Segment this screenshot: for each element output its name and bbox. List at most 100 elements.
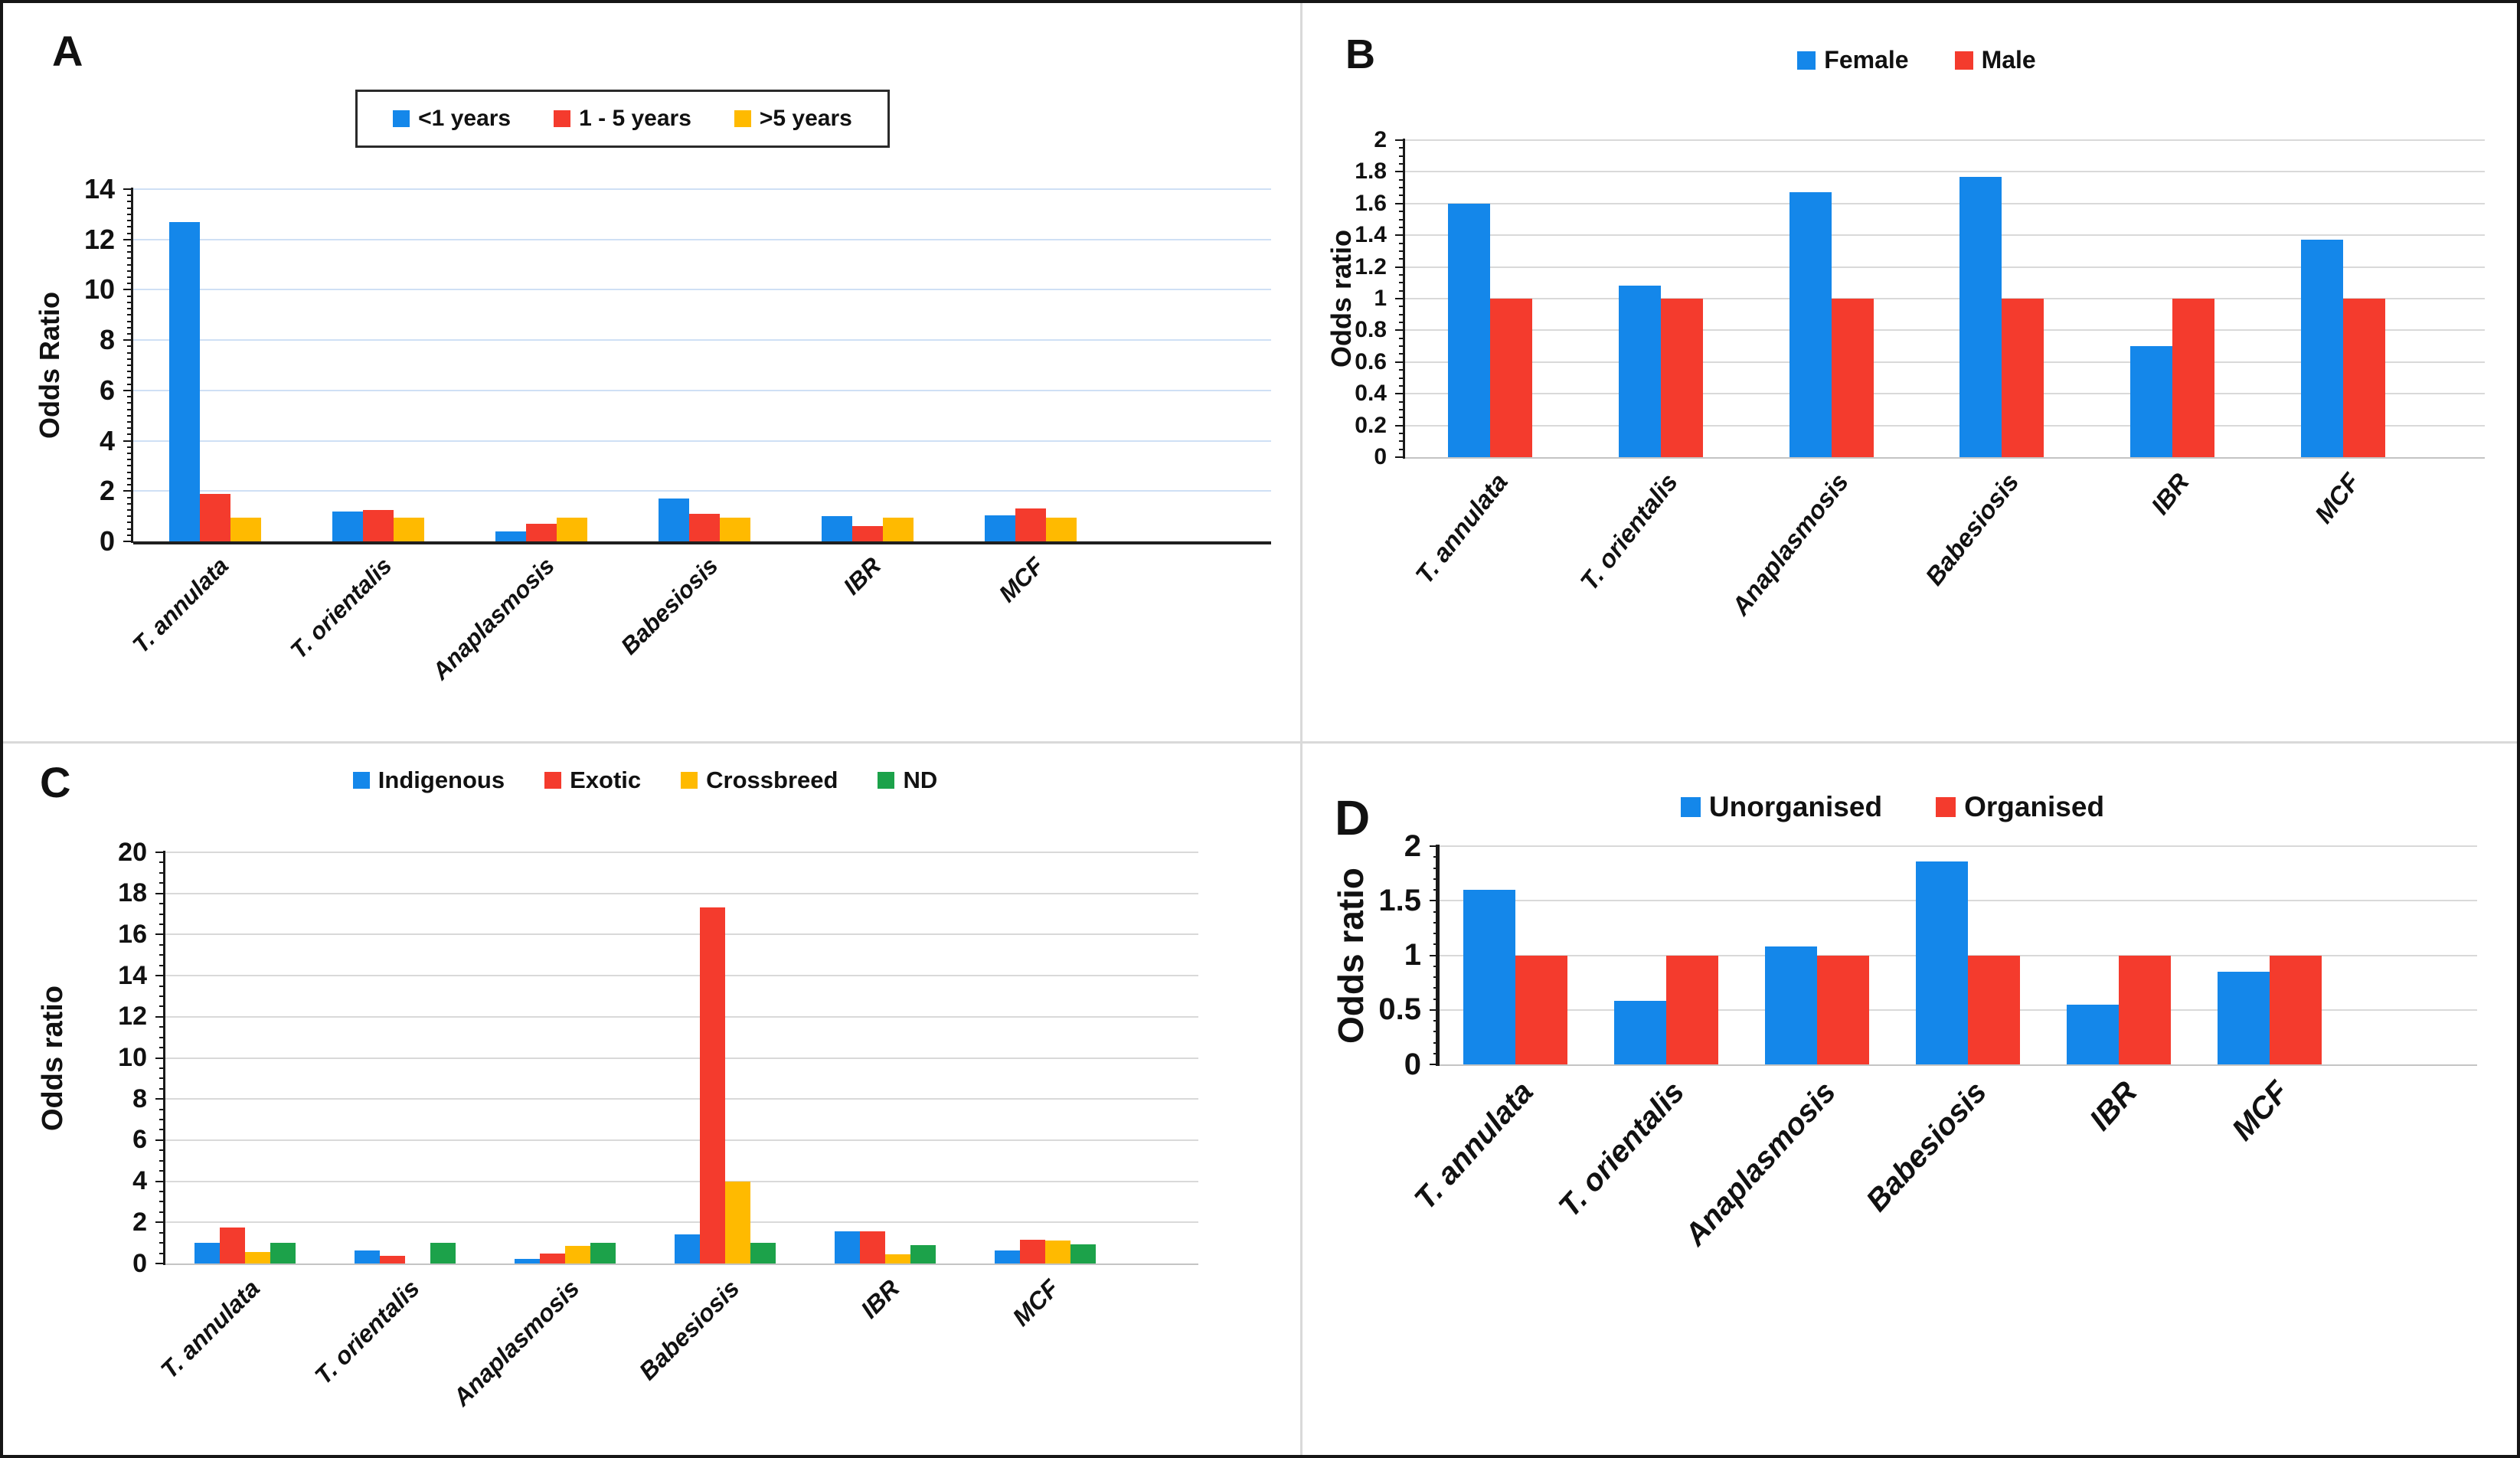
y-minor-tick	[1399, 155, 1405, 157]
y-minor-tick	[127, 232, 133, 234]
gridline	[165, 892, 1198, 894]
gridline	[165, 1139, 1198, 1141]
x-category-label: T. orientalis	[1574, 468, 1684, 596]
y-major-tick	[123, 541, 133, 542]
y-axis-line	[1436, 845, 1440, 1066]
y-minor-tick	[127, 301, 133, 303]
y-minor-tick	[127, 459, 133, 461]
y-major-tick	[1430, 845, 1440, 847]
gridline	[165, 1180, 1198, 1182]
bar-<1-years	[658, 499, 689, 541]
legend-label: ND	[903, 767, 938, 793]
y-major-tick	[155, 1221, 165, 1224]
gridline	[1405, 171, 2485, 173]
y-tick-label: 4	[99, 424, 115, 456]
bar-organised	[2270, 955, 2322, 1064]
y-minor-tick	[127, 377, 133, 379]
y-tick-label: 4	[132, 1166, 147, 1196]
y-minor-tick	[159, 1242, 165, 1244]
y-minor-tick	[1399, 147, 1405, 149]
legend-item: <1 years	[393, 106, 511, 132]
y-minor-tick	[1399, 273, 1405, 276]
legend-label: >5 years	[759, 106, 852, 131]
y-minor-tick	[1399, 337, 1405, 339]
y-tick-label: 6	[132, 1125, 147, 1155]
x-axis-line	[1405, 457, 2485, 459]
legend-swatch-icon	[544, 772, 562, 789]
legend: Unorganised Organised	[1440, 791, 2345, 823]
panel-label: D	[1335, 790, 1371, 845]
y-tick-label: 2	[1374, 127, 1387, 152]
y-major-tick	[1395, 139, 1405, 141]
y-minor-tick	[1399, 195, 1405, 197]
y-major-tick	[123, 490, 133, 492]
y-tick-label: 14	[83, 173, 115, 204]
x-category-label: T. orientalis	[1552, 1075, 1691, 1224]
y-minor-tick	[127, 433, 133, 436]
y-tick-label: 1	[1404, 938, 1421, 972]
y-tick-label: 10	[83, 273, 115, 306]
bar-male	[2172, 299, 2214, 457]
y-tick-label: 0.2	[1355, 412, 1387, 438]
y-minor-tick	[127, 295, 133, 297]
y-minor-tick	[1399, 313, 1405, 315]
x-category-label: Anaplasmosis	[1725, 468, 1854, 621]
y-minor-tick	[159, 1170, 165, 1172]
panel-divider-horizontal	[3, 741, 2517, 744]
legend-item: 1 - 5 years	[554, 106, 691, 132]
x-category-label: T. orientalis	[285, 552, 397, 665]
x-category-label: T. annulata	[127, 552, 234, 659]
y-minor-tick	[159, 1149, 165, 1152]
legend-items: Unorganised Organised	[1680, 791, 2104, 823]
y-minor-tick	[159, 1108, 165, 1110]
bar-crossbreed	[1044, 1241, 1070, 1263]
y-tick-label: 10	[118, 1043, 147, 1072]
y-minor-tick	[1399, 322, 1405, 324]
y-tick-label: 14	[118, 960, 147, 990]
x-axis-line	[133, 541, 1271, 544]
y-minor-tick	[127, 396, 133, 398]
y-minor-tick	[127, 308, 133, 310]
gridline	[1405, 393, 2485, 395]
y-minor-tick	[127, 402, 133, 404]
y-minor-tick	[1399, 289, 1405, 292]
y-minor-tick	[127, 276, 133, 278]
panel-divider-vertical	[1300, 3, 1302, 1455]
bar->5-years	[393, 517, 424, 541]
bar-unorganised	[1613, 1001, 1666, 1064]
y-minor-tick	[127, 471, 133, 473]
y-tick-label: 0	[132, 1248, 147, 1278]
x-category-label: IBR	[2084, 1075, 2144, 1137]
bar-nd	[910, 1244, 936, 1263]
x-category-label: T. annulata	[1409, 468, 1513, 590]
y-minor-tick	[159, 1077, 165, 1080]
bar-male	[2342, 299, 2385, 457]
legend-item: Indigenous	[352, 767, 505, 794]
gridline	[1440, 845, 2477, 847]
y-minor-tick	[127, 320, 133, 322]
legend-label: Female	[1824, 46, 1909, 74]
y-tick-label: 0	[1404, 1047, 1421, 1081]
legend-swatch-icon	[1936, 797, 1956, 817]
y-tick-label: 8	[99, 324, 115, 356]
y-major-tick	[155, 1180, 165, 1182]
bar-unorganised	[1463, 890, 1515, 1064]
y-minor-tick	[127, 420, 133, 423]
bar-<1-years	[332, 511, 363, 541]
y-minor-tick	[127, 465, 133, 467]
legend: Female Male	[1405, 46, 2428, 74]
bar-male	[1490, 299, 1533, 457]
x-category-label: Babesiosis	[1859, 1075, 1993, 1218]
y-minor-tick	[1399, 432, 1405, 434]
legend-item: Unorganised	[1680, 791, 1882, 823]
bar-organised	[1968, 955, 2021, 1064]
y-minor-tick	[127, 427, 133, 430]
bar-<1-years	[168, 221, 200, 541]
y-minor-tick	[127, 534, 133, 536]
y-minor-tick	[127, 414, 133, 417]
legend-items: Indigenous Exotic Crossbreed ND	[352, 767, 938, 794]
y-tick-label: 2	[99, 475, 115, 507]
bar-male	[2002, 299, 2044, 457]
y-major-tick	[123, 289, 133, 291]
